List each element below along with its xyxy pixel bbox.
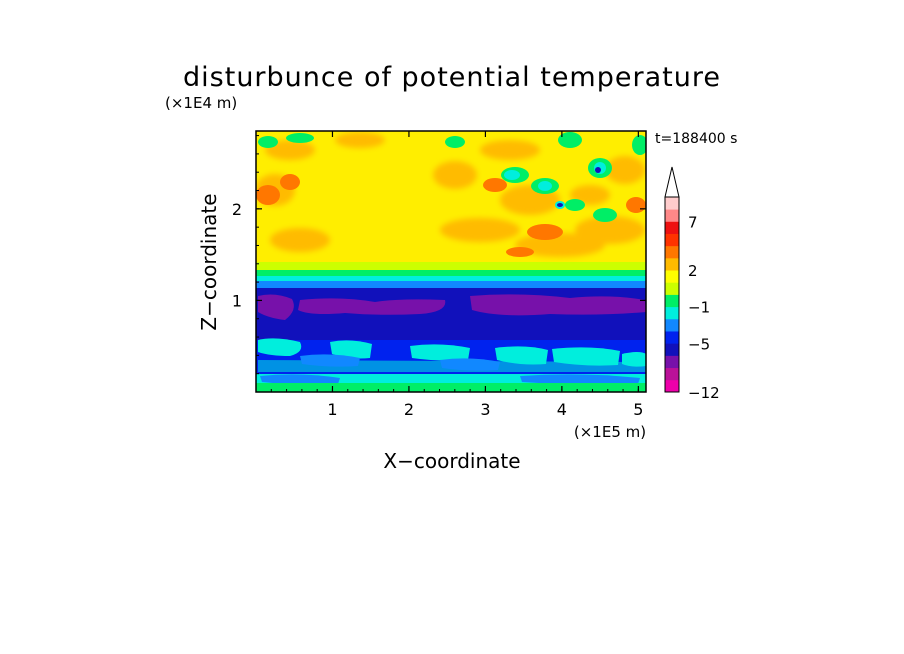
y-tick-label: 2: [232, 200, 242, 219]
colorbar: −12−5−127: [664, 166, 720, 402]
colorbar-band: [665, 355, 679, 369]
x-tick-label: 3: [480, 400, 490, 419]
x-tick-label: 4: [557, 400, 567, 419]
x-tick-label: 2: [404, 400, 414, 419]
ground-green-strip: [256, 383, 646, 392]
colorbar-band: [665, 331, 679, 344]
colorbar-band: [665, 209, 679, 222]
colorbar-tick-label: 2: [688, 262, 698, 280]
transition-cyan-band: [256, 276, 646, 284]
dark-orange-blobs: [256, 174, 646, 257]
x-axis: 1 2 3 4 5: [270, 131, 643, 419]
colorbar-tick-label: −12: [688, 384, 720, 402]
blue-cells: [557, 167, 601, 207]
cyan-cells: [504, 162, 606, 209]
colorbar-band: [665, 294, 679, 308]
colorbar-band: [665, 282, 679, 295]
colorbar-band: [665, 245, 679, 259]
colorbar-band: [665, 197, 679, 210]
x-tick-label: 5: [633, 400, 643, 419]
y-scale-label: (×1E4 m): [165, 94, 237, 112]
x-axis-title: X−coordinate: [383, 449, 520, 473]
transition-green-band: [256, 270, 646, 280]
time-label: t=188400 s: [655, 131, 737, 147]
colorbar-tick-label: −1: [688, 299, 710, 317]
plot-frame: [255, 130, 647, 393]
colorbar-band: [665, 270, 679, 283]
y-axis-title: Z−coordinate: [197, 193, 221, 330]
heatmap-field: [256, 131, 646, 392]
colorbar-band: [665, 233, 679, 247]
x-scale-label: (×1E5 m): [574, 423, 646, 441]
colorbar-band: [665, 367, 679, 381]
y-tick-label: 1: [232, 291, 242, 310]
colorbar-extend-arrow: [664, 166, 680, 198]
transition-blue-band: [256, 281, 646, 291]
colorbar-band: [665, 318, 679, 332]
lower-blue-streaks: [260, 354, 640, 385]
dark-blue-layer: [256, 288, 646, 343]
colorbar-band: [665, 257, 679, 271]
chart-title: disturbunce of potential temperature: [183, 62, 721, 93]
colorbar-tick-label: 7: [688, 213, 698, 231]
purple-band: [258, 294, 646, 320]
colorbar-band: [665, 306, 679, 320]
colorbar-tick-label: −5: [688, 335, 710, 353]
colorbar-band: [665, 343, 679, 356]
colorbar-band: [665, 221, 679, 234]
y-axis: 12: [232, 135, 646, 375]
colorbar-band: [665, 379, 679, 393]
x-tick-label: 1: [327, 400, 337, 419]
